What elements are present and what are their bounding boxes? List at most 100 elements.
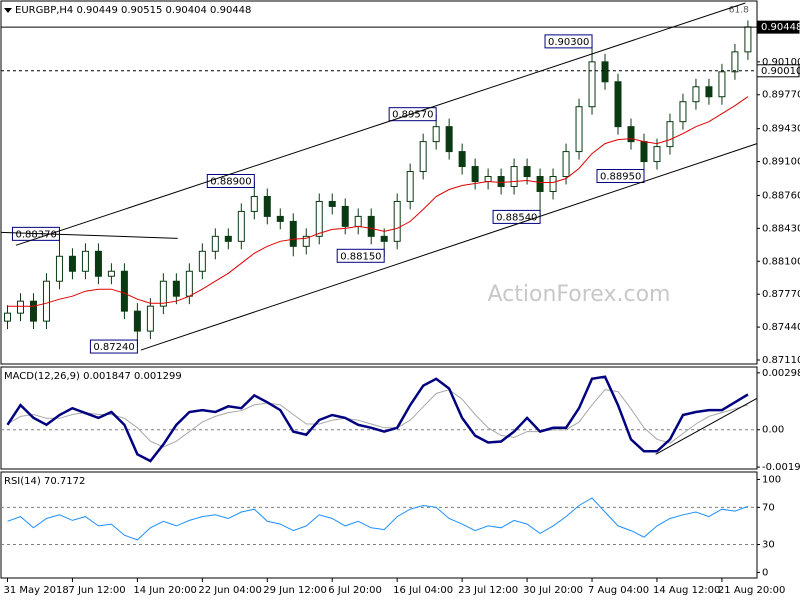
- y-tick-label: 0.89100: [762, 157, 800, 168]
- candle-body: [718, 71, 726, 98]
- candle-body: [705, 86, 713, 98]
- candle-body: [744, 26, 752, 53]
- candle-body: [523, 166, 531, 178]
- candle-body: [81, 250, 89, 272]
- annotation-box: [336, 248, 385, 263]
- x-tick-label: 22 Jun 04:00: [198, 585, 262, 596]
- candle-body: [588, 61, 596, 108]
- candle-body: [458, 151, 466, 168]
- y-tick-label: 0.90100: [762, 57, 800, 68]
- x-tick-label: 14 Jun 20:00: [133, 585, 197, 596]
- candle-body: [354, 215, 362, 227]
- candle-body: [549, 176, 557, 192]
- annotation-box: [544, 34, 593, 49]
- trendline: [0, 231, 178, 239]
- candle-body: [107, 270, 115, 277]
- price-tag-label: 0.90448: [761, 22, 800, 33]
- candle-body: [666, 121, 674, 148]
- candle-body: [237, 210, 245, 242]
- candle-body: [55, 255, 63, 282]
- moving-average: [7, 96, 749, 307]
- y-tick-label: 0.00: [762, 425, 784, 436]
- trendline: [15, 2, 746, 246]
- candle-body: [224, 235, 232, 242]
- indicator-line: [7, 497, 749, 541]
- candle-body: [575, 106, 583, 153]
- price-tag: [756, 20, 800, 34]
- y-tick-label: 0.002984: [762, 368, 800, 379]
- candle-body: [367, 215, 375, 237]
- annotation-label: 0.88370: [15, 229, 56, 240]
- panel-frame: [0, 366, 758, 470]
- x-tick-label: 14 Aug 12:00: [653, 585, 720, 596]
- y-tick-label: -0.00196: [762, 462, 800, 473]
- annotation-label: 0.88900: [210, 177, 251, 188]
- trendline: [655, 397, 758, 455]
- y-tick-label: 0.89430: [762, 124, 800, 135]
- candle-body: [432, 126, 440, 143]
- candle-body: [133, 310, 141, 332]
- candle-body: [536, 176, 544, 192]
- annotation-label: 0.90300: [548, 37, 589, 48]
- annotation-label: 0.88950: [600, 172, 641, 183]
- candle-body: [627, 126, 635, 143]
- y-tick-label: 0.87110: [762, 355, 800, 366]
- x-tick-label: 21 Aug 20:00: [718, 585, 785, 596]
- panel-title: RSI(14) 70.7172: [4, 476, 85, 487]
- x-tick-label: 31 May 2018: [3, 585, 68, 596]
- candle-body: [614, 81, 622, 128]
- candle-body: [276, 215, 284, 222]
- trendline: [140, 143, 758, 351]
- annotation-label: 0.88150: [340, 251, 381, 262]
- candle-body: [289, 220, 297, 247]
- x-tick-label: 29 Jun 12:00: [263, 585, 327, 596]
- panel-frame: [0, 471, 758, 579]
- price-tag-label: 0.90010: [761, 66, 800, 77]
- symbol-marker: [4, 8, 12, 13]
- candle-body: [679, 101, 687, 123]
- x-tick-label: 23 Jul 12:00: [458, 585, 518, 596]
- panel-title: MACD(12,26,9) 0.001847 0.001299: [4, 371, 182, 382]
- candle-body: [42, 280, 50, 322]
- candle-body: [341, 205, 349, 227]
- candle-body: [406, 171, 414, 202]
- y-tick-label: 0.88430: [762, 223, 800, 234]
- panel-title: EURGBP,H4 0.90449 0.90515 0.90404 0.9044…: [15, 5, 251, 16]
- candle-body: [471, 166, 479, 183]
- indicator-line: [7, 389, 749, 448]
- candle-body: [146, 305, 154, 332]
- candle-body: [172, 280, 180, 297]
- candle-body: [510, 166, 518, 187]
- candle-body: [94, 250, 102, 277]
- candle-body: [250, 195, 258, 212]
- annotation-box: [596, 169, 645, 184]
- y-tick-label: 0.89770: [762, 90, 800, 101]
- annotation-label: 0.87240: [93, 342, 134, 353]
- candle-body: [263, 195, 271, 217]
- fib-label: 61.8: [729, 5, 749, 15]
- candle-body: [185, 270, 193, 297]
- candle-body: [484, 176, 492, 183]
- price-tag: [756, 64, 800, 78]
- candle-body: [302, 235, 310, 247]
- candle-body: [692, 86, 700, 103]
- annotation-label: 0.88540: [496, 212, 537, 223]
- y-tick-label: 100: [762, 474, 781, 485]
- x-tick-label: 30 Jul 20:00: [523, 585, 583, 596]
- y-tick-label: 0.88760: [762, 190, 800, 201]
- candle-body: [731, 51, 739, 73]
- panel-frame: [0, 0, 758, 365]
- annotation-box: [89, 339, 138, 354]
- candle-body: [120, 270, 128, 312]
- x-tick-label: 16 Jul 04:00: [393, 585, 453, 596]
- candle-body: [68, 255, 76, 272]
- candle-body: [16, 300, 24, 314]
- candle-body: [211, 235, 219, 252]
- candle-body: [393, 200, 401, 242]
- y-tick-label: 0: [762, 567, 768, 578]
- x-tick-label: 6 Jul 20:00: [328, 585, 382, 596]
- candle-body: [562, 151, 570, 178]
- indicator-line: [6, 375, 749, 463]
- candle-body: [3, 312, 11, 322]
